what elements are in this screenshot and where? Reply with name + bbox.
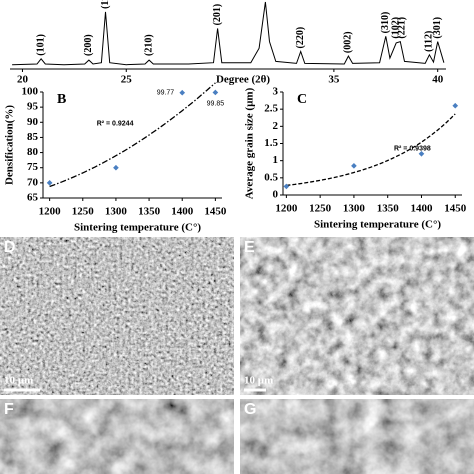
y-tick-label: 1	[273, 154, 279, 166]
x-tick-label: 1200	[39, 206, 62, 218]
peak-label: (201)	[212, 4, 223, 26]
x-tick-label: 1300	[105, 206, 128, 218]
y-tick-label: 95	[27, 101, 39, 113]
x-tick-label: 40	[432, 74, 444, 86]
panel-label: C	[297, 92, 307, 107]
peak-label: (220)	[295, 27, 306, 49]
y-tick-label: 90	[27, 116, 39, 128]
peak-label: (221)	[397, 17, 408, 39]
y-tick-label: 1.5	[264, 137, 278, 149]
point	[113, 164, 119, 171]
y-tick-label: 0.5	[264, 171, 278, 183]
point	[418, 150, 425, 157]
x-tick-label: 1200	[275, 203, 298, 215]
point	[283, 183, 290, 190]
trendline	[49, 82, 216, 188]
x-tick-label: 20	[17, 74, 29, 86]
peak-label: (210)	[143, 34, 154, 56]
peak-label: (301)	[432, 17, 443, 39]
x-tick-label: 1300	[343, 203, 366, 215]
y-tick-label: 85	[27, 131, 39, 143]
x-axis-label: Sintering temperature (C°)	[314, 219, 441, 231]
point	[179, 89, 186, 96]
y-tick-label: 3	[273, 86, 279, 98]
y-tick-label: 70	[27, 176, 39, 188]
y-tick-label: 2	[273, 120, 279, 132]
y-tick-label: 75	[27, 161, 39, 173]
scale-bar-label: 10 µm	[4, 375, 33, 387]
sem-image	[0, 399, 234, 474]
x-tick-label: 1350	[138, 206, 161, 218]
point	[46, 180, 53, 186]
r-squared: R² = 0.9244	[97, 121, 134, 128]
y-axis-label: Densification(%)	[4, 105, 16, 185]
x-tick-label: 1400	[171, 206, 194, 218]
x-tick-label: 1400	[410, 203, 433, 215]
panel-label: D	[4, 239, 16, 256]
r-squared: R² = 0.9398	[394, 145, 431, 152]
x-tick-label: 35	[328, 74, 340, 86]
x-tick-label: 1450	[444, 203, 467, 215]
y-tick-label: 2.5	[264, 103, 278, 115]
y-tick-label: 80	[27, 146, 39, 158]
y-axis-label: Average grain size (µm)	[244, 87, 256, 199]
x-tick-label: 25	[121, 74, 133, 86]
scale-bar-label: 10 µm	[244, 375, 273, 387]
point	[351, 162, 357, 169]
panel-label: B	[57, 92, 66, 107]
peak-label: (002)	[343, 31, 354, 53]
x-tick-label: 1350	[377, 203, 400, 215]
x-axis-label: Degree (2θ)	[216, 74, 270, 86]
x-tick-label: 1250	[72, 206, 95, 218]
peak-label: (200)	[83, 34, 94, 56]
xrd-line	[12, 1, 445, 66]
trendline	[286, 113, 456, 187]
panel-label: F	[4, 401, 14, 418]
peak-label: (101)	[35, 34, 46, 56]
value-label: 99.85	[207, 100, 225, 107]
x-tick-label: 1250	[309, 203, 332, 215]
peak-label: (112)	[424, 31, 435, 52]
value-label: 99.77	[157, 90, 175, 97]
panel-label: G	[244, 401, 256, 418]
panel-label: E	[244, 239, 255, 256]
x-axis-label: Sintering temperature (C°)	[74, 222, 201, 234]
peak-label: (111)	[100, 0, 111, 9]
sem-image	[240, 237, 474, 395]
point	[452, 102, 459, 109]
point	[212, 89, 219, 96]
sem-image	[240, 399, 474, 474]
y-tick-label: 65	[27, 192, 39, 204]
peak-label: (310)	[380, 12, 391, 34]
x-tick-label: 1450	[204, 206, 227, 218]
y-tick-label: 0	[273, 189, 279, 201]
sem-image	[0, 237, 234, 395]
peak-label: (102)	[390, 17, 401, 39]
y-tick-label: 100	[22, 86, 39, 98]
